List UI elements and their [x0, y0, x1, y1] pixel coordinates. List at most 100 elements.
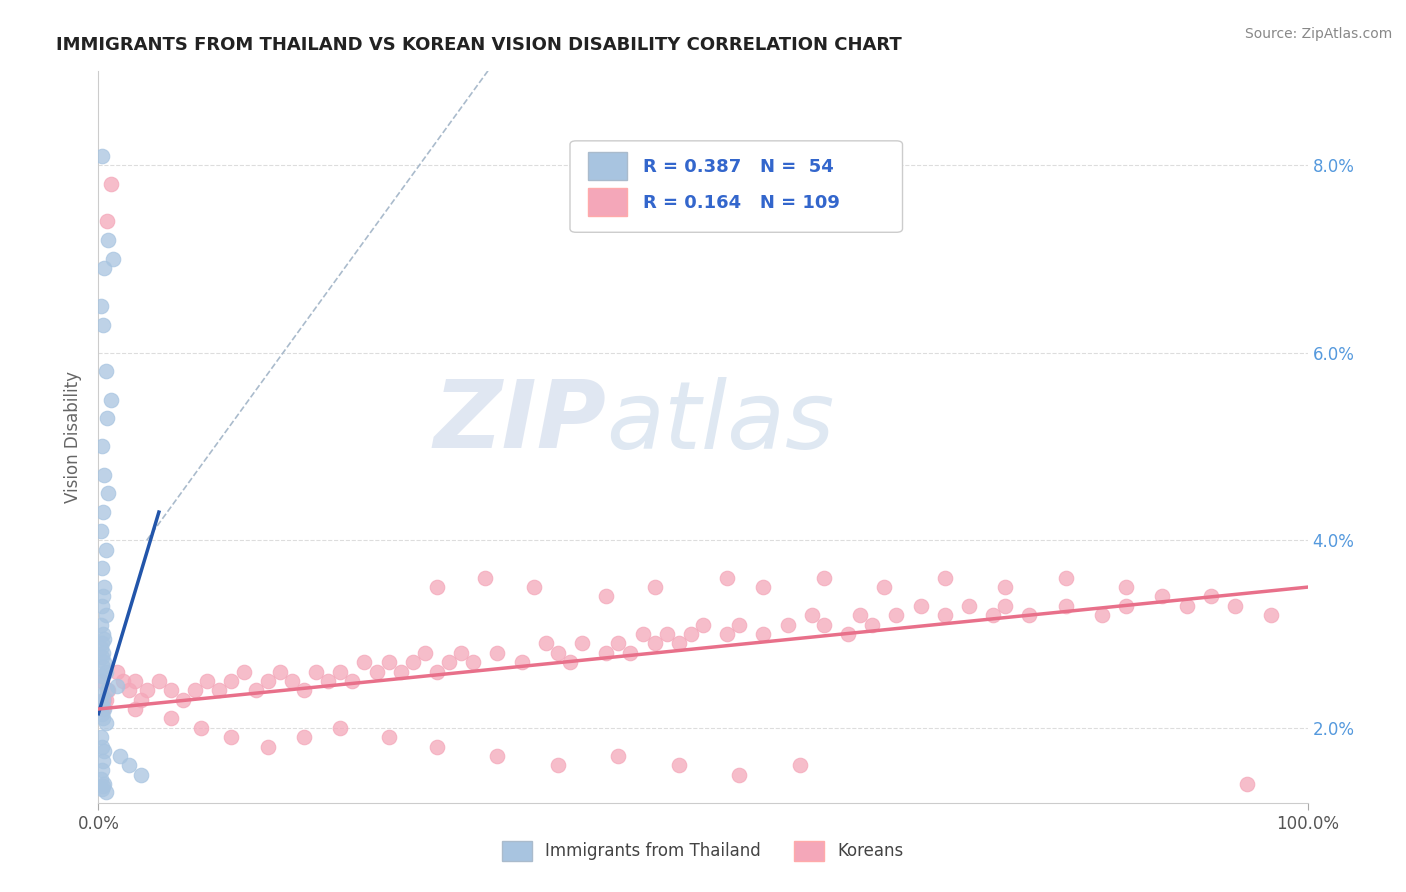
Point	[184, 683, 207, 698]
Point	[232, 665, 254, 679]
Point	[547, 758, 569, 772]
Point	[90, 641, 112, 656]
Point	[91, 702, 114, 716]
Point	[160, 711, 183, 725]
Point	[329, 665, 352, 679]
Point	[90, 698, 112, 712]
Point	[90, 702, 112, 716]
Point	[463, 655, 485, 669]
Point	[860, 617, 883, 632]
Point	[195, 673, 218, 688]
Point	[93, 467, 115, 482]
Point	[1236, 777, 1258, 791]
Point	[93, 702, 115, 716]
Point	[172, 692, 194, 706]
Point	[91, 706, 114, 721]
Point	[93, 744, 115, 758]
Point	[256, 739, 278, 754]
Point	[631, 627, 654, 641]
Point	[595, 590, 617, 604]
Point	[93, 261, 115, 276]
Point	[728, 767, 751, 781]
Point	[105, 665, 128, 679]
Point	[94, 364, 117, 378]
Point	[655, 627, 678, 641]
Point	[1018, 608, 1040, 623]
Point	[97, 683, 120, 698]
Point	[619, 646, 641, 660]
Bar	[588, 152, 627, 179]
Point	[91, 636, 114, 650]
Point	[129, 767, 152, 781]
Point	[90, 673, 112, 688]
Point	[523, 580, 546, 594]
Point	[90, 730, 112, 744]
Point	[486, 646, 509, 660]
Point	[91, 688, 114, 702]
Point	[269, 665, 291, 679]
Point	[800, 608, 823, 623]
Point	[342, 673, 364, 688]
Point	[1199, 590, 1222, 604]
Point	[93, 655, 115, 669]
Point	[679, 627, 702, 641]
Point	[474, 571, 496, 585]
Point	[91, 779, 114, 793]
Point	[402, 655, 425, 669]
Point	[91, 763, 114, 777]
Point	[135, 683, 157, 698]
Point	[94, 665, 117, 679]
Point	[91, 673, 114, 688]
Point	[91, 660, 114, 674]
Point	[91, 627, 114, 641]
Point	[644, 636, 666, 650]
Point	[93, 632, 115, 646]
Text: IMMIGRANTS FROM THAILAND VS KOREAN VISION DISABILITY CORRELATION CHART: IMMIGRANTS FROM THAILAND VS KOREAN VISIO…	[56, 36, 903, 54]
Point	[91, 646, 114, 660]
Legend: Immigrants from Thailand, Koreans: Immigrants from Thailand, Koreans	[495, 834, 911, 868]
Point	[97, 233, 120, 247]
Point	[94, 608, 117, 623]
Point	[716, 571, 738, 585]
Point	[728, 617, 751, 632]
Point	[221, 730, 243, 744]
Point	[849, 608, 872, 623]
Point	[91, 692, 114, 706]
Point	[94, 692, 117, 706]
Point	[377, 730, 399, 744]
Point	[981, 608, 1004, 623]
Point	[96, 411, 118, 425]
Point	[486, 748, 509, 763]
Point	[934, 571, 956, 585]
Point	[607, 636, 630, 650]
Point	[1054, 599, 1077, 613]
Point	[124, 702, 146, 716]
Point	[934, 608, 956, 623]
Point	[437, 655, 460, 669]
Point	[426, 665, 449, 679]
Point	[366, 665, 388, 679]
Point	[256, 673, 278, 688]
Point	[91, 440, 114, 454]
Point	[1115, 580, 1137, 594]
Point	[91, 754, 114, 768]
Point	[91, 711, 114, 725]
Point	[910, 599, 932, 613]
Bar	[588, 188, 627, 216]
Point	[595, 646, 617, 660]
Point	[90, 617, 112, 632]
Point	[90, 524, 112, 538]
Text: atlas: atlas	[606, 377, 835, 468]
Point	[90, 772, 112, 787]
Point	[91, 650, 114, 665]
Point	[91, 739, 114, 754]
Point	[305, 665, 328, 679]
Point	[91, 318, 114, 332]
Point	[100, 177, 122, 191]
Point	[94, 784, 117, 798]
Point	[91, 149, 114, 163]
Point	[886, 608, 908, 623]
Point	[1115, 599, 1137, 613]
Point	[292, 683, 315, 698]
Point	[1091, 608, 1114, 623]
